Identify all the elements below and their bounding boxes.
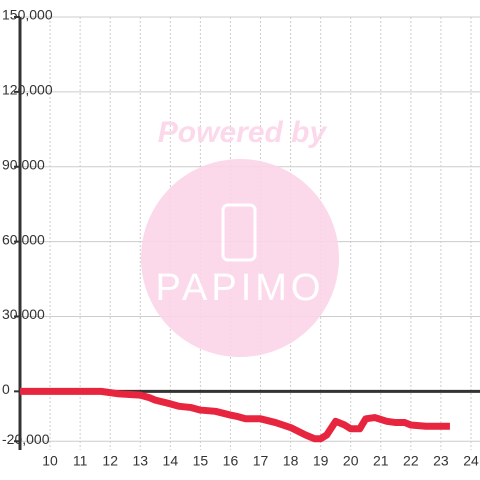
watermark-text: Powered by: [158, 116, 328, 149]
watermark: Powered by PAPIMO: [141, 116, 339, 357]
data-line: [20, 387, 450, 443]
x-tick-label: 24: [463, 453, 479, 469]
x-tick-label: 16: [223, 453, 239, 469]
x-tick-label: 14: [163, 453, 179, 469]
y-tick-label: -20,000: [2, 431, 50, 447]
x-tick-label: 17: [253, 453, 269, 469]
watermark-icon: [221, 203, 257, 262]
y-tick-label: 150,000: [2, 7, 53, 23]
x-tick-label: 13: [132, 453, 148, 469]
y-tick-label: 90,000: [2, 156, 45, 172]
x-tick-label: 11: [73, 453, 88, 469]
x-tick-label: 21: [373, 453, 389, 469]
y-tick-label: 30,000: [2, 306, 45, 322]
x-tick-label: 15: [193, 453, 209, 469]
x-tick-label: 20: [343, 453, 359, 469]
watermark-circle: [141, 159, 339, 357]
x-tick-label: 12: [102, 453, 118, 469]
y-tick-label: 0: [2, 381, 10, 397]
watermark-text: PAPIMO: [156, 267, 325, 309]
y-tick-label: 120,000: [2, 82, 53, 98]
x-tick-label: 23: [433, 453, 449, 469]
x-tick-label: 22: [403, 453, 419, 469]
x-tick-label: 19: [313, 453, 329, 469]
y-tick-label: 60,000: [2, 231, 45, 247]
x-tick-label: 10: [42, 453, 58, 469]
x-tick-label: 18: [283, 453, 299, 469]
